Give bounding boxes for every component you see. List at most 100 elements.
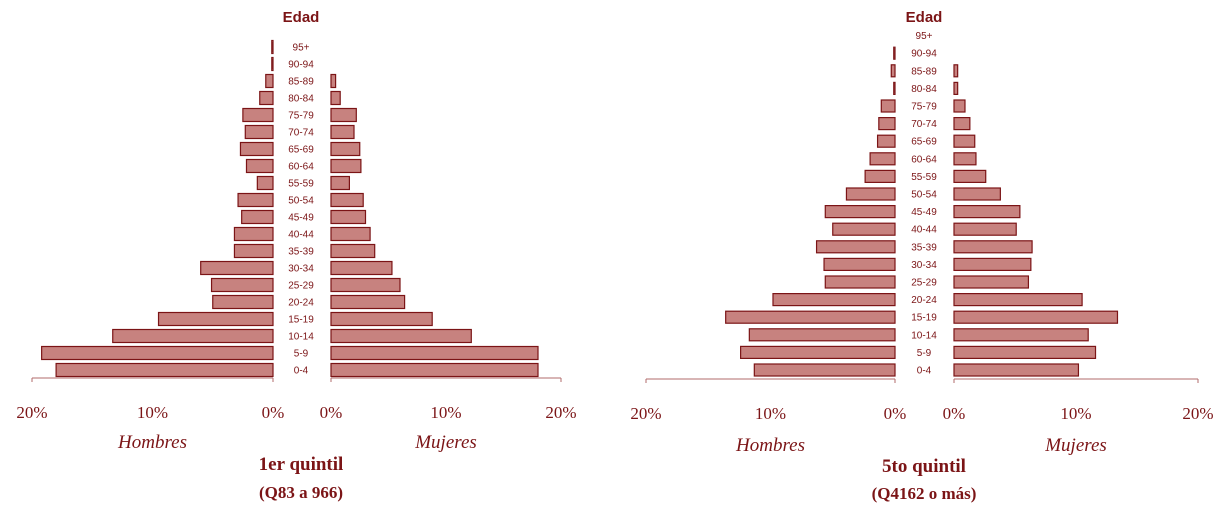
bar-mujeres-15-19 — [330, 311, 433, 327]
bar-hombres-50-54 — [237, 192, 274, 208]
age-label-30-34: 30-34 — [288, 264, 314, 275]
x-tick-label-mujeres-2: 20% — [1182, 404, 1213, 423]
age-label-25-29: 25-29 — [911, 278, 937, 289]
bar-hombres-5-9 — [740, 345, 896, 359]
bar-hombres-15-19 — [157, 311, 274, 327]
age-label-30-34: 30-34 — [911, 260, 937, 271]
x-tick-label-hombres-0: 20% — [16, 403, 47, 422]
age-label-15-19: 15-19 — [288, 315, 314, 326]
mujeres-label: Mujeres — [414, 432, 477, 453]
bar-mujeres-55-59 — [330, 175, 350, 191]
age-label-95+: 95+ — [916, 31, 933, 42]
age-label-65-69: 65-69 — [911, 137, 937, 148]
bar-mujeres-55-59 — [953, 169, 987, 183]
age-label-20-24: 20-24 — [911, 295, 937, 306]
quintile-subtitle: (Q4162 o más) — [872, 484, 977, 503]
bar-mujeres-70-74 — [330, 124, 355, 140]
bar-hombres-85-89 — [265, 73, 274, 89]
bar-hombres-60-64 — [869, 152, 896, 166]
age-label-65-69: 65-69 — [288, 145, 314, 156]
hombres-label: Hombres — [735, 435, 805, 456]
bar-hombres-0-4 — [753, 363, 896, 377]
x-tick-label-hombres-2: 0% — [884, 404, 907, 423]
hombres-label: Hombres — [117, 432, 187, 453]
age-label-40-44: 40-44 — [911, 225, 937, 236]
bar-mujeres-0-4 — [330, 362, 539, 378]
age-label-85-89: 85-89 — [911, 66, 937, 77]
bar-hombres-80-84 — [259, 90, 274, 106]
bar-hombres-10-14 — [748, 328, 896, 342]
bar-hombres-45-49 — [824, 205, 896, 219]
age-label-60-64: 60-64 — [288, 162, 314, 173]
x-tick-label-mujeres-0: 0% — [943, 404, 966, 423]
bar-mujeres-65-69 — [953, 134, 976, 148]
x-tick-label-mujeres-1: 10% — [1060, 404, 1091, 423]
bar-mujeres-85-89 — [953, 64, 959, 78]
bar-hombres-55-59 — [864, 169, 896, 183]
bar-hombres-30-34 — [200, 260, 274, 276]
mujeres-label: Mujeres — [1044, 435, 1107, 456]
age-label-45-49: 45-49 — [911, 207, 937, 218]
age-label-80-84: 80-84 — [911, 84, 937, 95]
age-label-10-14: 10-14 — [911, 330, 937, 341]
bar-hombres-35-39 — [233, 243, 274, 259]
age-label-50-54: 50-54 — [288, 196, 314, 207]
bar-hombres-40-44 — [832, 222, 896, 236]
bar-hombres-50-54 — [845, 187, 896, 201]
bar-mujeres-40-44 — [330, 226, 371, 242]
quintile-subtitle: (Q83 a 966) — [259, 483, 343, 502]
age-label-50-54: 50-54 — [911, 190, 937, 201]
bar-mujeres-75-79 — [330, 107, 357, 123]
age-label-85-89: 85-89 — [288, 77, 314, 88]
bar-hombres-75-79 — [880, 99, 896, 113]
quintile-title: 5to quintil — [882, 456, 966, 477]
bar-hombres-60-64 — [245, 158, 274, 174]
x-tick-label-hombres-0: 20% — [630, 404, 661, 423]
quintile-title: 1er quintil — [259, 454, 344, 475]
bar-mujeres-10-14 — [953, 328, 1089, 342]
age-label-0-4: 0-4 — [294, 366, 309, 377]
age-axis-title: Edad — [283, 9, 320, 26]
bar-mujeres-60-64 — [953, 152, 977, 166]
age-label-5-9: 5-9 — [917, 348, 932, 359]
age-label-75-79: 75-79 — [288, 111, 314, 122]
bar-hombres-65-69 — [876, 134, 896, 148]
age-label-5-9: 5-9 — [294, 349, 309, 360]
bar-hombres-20-24 — [772, 293, 896, 307]
age-axis-title: Edad — [906, 9, 943, 26]
x-tick-label-mujeres-0: 0% — [320, 403, 343, 422]
bar-hombres-45-49 — [241, 209, 274, 225]
age-label-60-64: 60-64 — [911, 154, 937, 165]
bar-mujeres-50-54 — [953, 187, 1001, 201]
bar-hombres-40-44 — [233, 226, 274, 242]
bar-mujeres-70-74 — [953, 116, 971, 131]
age-label-35-39: 35-39 — [288, 247, 314, 258]
bar-mujeres-45-49 — [953, 205, 1021, 219]
bar-mujeres-40-44 — [953, 222, 1017, 236]
bar-hombres-85-89 — [890, 64, 896, 78]
bar-mujeres-5-9 — [330, 345, 539, 361]
bar-mujeres-0-4 — [953, 363, 1080, 377]
bar-mujeres-85-89 — [330, 73, 337, 89]
bar-mujeres-20-24 — [953, 293, 1083, 307]
x-tick-label-mujeres-2: 20% — [545, 403, 576, 422]
age-label-55-59: 55-59 — [288, 179, 314, 190]
age-label-0-4: 0-4 — [917, 366, 932, 377]
bar-mujeres-75-79 — [953, 99, 966, 113]
age-label-70-74: 70-74 — [288, 128, 314, 139]
x-tick-label-mujeres-1: 10% — [430, 403, 461, 422]
bar-mujeres-10-14 — [330, 328, 472, 344]
bar-hombres-5-9 — [41, 345, 274, 361]
bar-mujeres-25-29 — [330, 277, 401, 293]
bar-mujeres-25-29 — [953, 275, 1030, 289]
age-label-20-24: 20-24 — [288, 298, 314, 309]
age-label-45-49: 45-49 — [288, 213, 314, 224]
bar-hombres-25-29 — [824, 275, 896, 289]
age-label-95+: 95+ — [293, 43, 310, 54]
bar-hombres-30-34 — [823, 257, 896, 271]
age-label-55-59: 55-59 — [911, 172, 937, 183]
bar-hombres-95+ — [271, 39, 274, 55]
bar-mujeres-80-84 — [953, 81, 959, 96]
age-label-25-29: 25-29 — [288, 281, 314, 292]
